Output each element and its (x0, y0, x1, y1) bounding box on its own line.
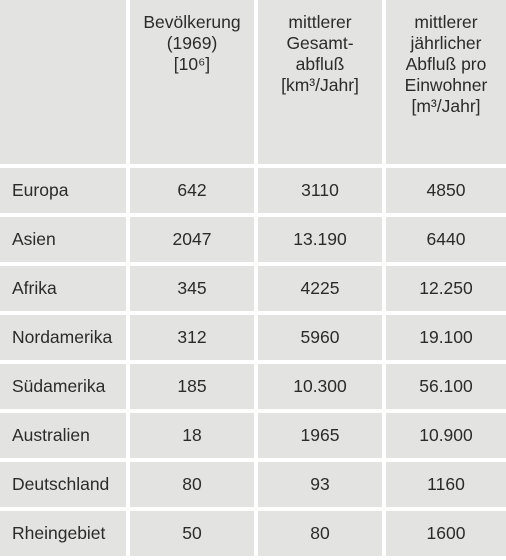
header-population-line: (1969) (166, 33, 218, 53)
total-runoff-cell: 13.190 (258, 217, 382, 262)
header-runoff-per-capita-line: mittlerer (414, 12, 478, 32)
header-runoff-per-capita: mittlerer jährlicher Abfluß pro Einwohne… (386, 0, 506, 164)
row-label: Nordamerika (0, 315, 126, 360)
total-runoff-cell: 10.300 (258, 364, 382, 409)
row-label: Rheingebiet (0, 511, 126, 556)
row-label: Asien (0, 217, 126, 262)
row-label: Europa (0, 168, 126, 213)
runoff-per-capita-cell: 12.250 (386, 266, 506, 311)
header-total-runoff-line: [km³/Jahr] (281, 75, 359, 95)
header-runoff-per-capita-line: Abfluß pro (405, 54, 487, 74)
row-label: Südamerika (0, 364, 126, 409)
population-cell: 345 (130, 266, 254, 311)
header-total-runoff-line: abfluß (295, 54, 345, 74)
row-label: Deutschland (0, 462, 126, 507)
header-population-line: Bevölkerung (143, 12, 241, 32)
population-cell: 50 (130, 511, 254, 556)
runoff-per-capita-cell: 56.100 (386, 364, 506, 409)
header-runoff-per-capita-line: [m³/Jahr] (411, 96, 481, 116)
header-runoff-per-capita-line: jährlicher (410, 33, 482, 53)
header-population-line: [10⁶] (173, 54, 211, 74)
total-runoff-cell: 5960 (258, 315, 382, 360)
total-runoff-cell: 93 (258, 462, 382, 507)
header-total-runoff: mittlerer Gesamt- abfluß [km³/Jahr] (258, 0, 382, 164)
population-cell: 312 (130, 315, 254, 360)
row-label: Afrika (0, 266, 126, 311)
header-empty-cell (0, 0, 126, 164)
header-runoff-per-capita-line: Einwohner (404, 75, 488, 95)
total-runoff-cell: 4225 (258, 266, 382, 311)
row-label: Australien (0, 413, 126, 458)
population-cell: 2047 (130, 217, 254, 262)
header-total-runoff-line: Gesamt- (286, 33, 354, 53)
population-cell: 18 (130, 413, 254, 458)
runoff-per-capita-cell: 1160 (386, 462, 506, 507)
runoff-per-capita-cell: 6440 (386, 217, 506, 262)
population-cell: 642 (130, 168, 254, 213)
total-runoff-cell: 80 (258, 511, 382, 556)
runoff-per-capita-cell: 10.900 (386, 413, 506, 458)
population-cell: 185 (130, 364, 254, 409)
runoff-per-capita-cell: 19.100 (386, 315, 506, 360)
header-total-runoff-line: mittlerer (288, 12, 352, 32)
population-cell: 80 (130, 462, 254, 507)
header-population: Bevölkerung (1969) [10⁶] (130, 0, 254, 164)
total-runoff-cell: 3110 (258, 168, 382, 213)
runoff-per-capita-cell: 4850 (386, 168, 506, 213)
total-runoff-cell: 1965 (258, 413, 382, 458)
runoff-per-capita-cell: 1600 (386, 511, 506, 556)
